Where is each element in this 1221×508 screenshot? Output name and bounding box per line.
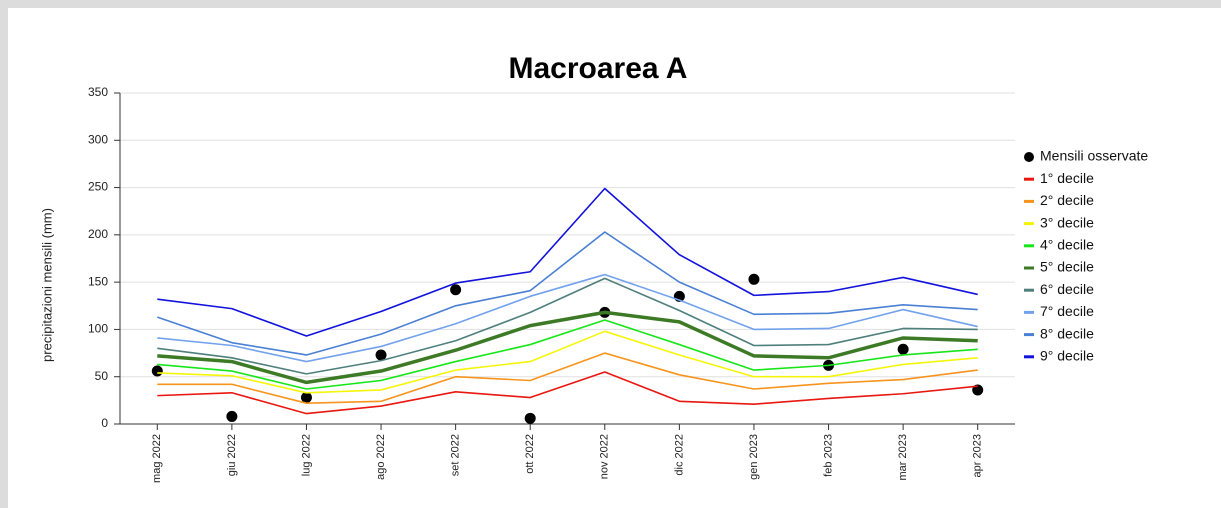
legend-label: 7° decile bbox=[1040, 303, 1094, 319]
legend-label: 6° decile bbox=[1040, 281, 1094, 297]
x-tick-label: gen 2023 bbox=[748, 434, 760, 480]
decile-line bbox=[157, 231, 978, 356]
y-tick-label: 100 bbox=[88, 322, 108, 336]
legend-label: 3° decile bbox=[1040, 214, 1094, 230]
x-tick-label: mag 2022 bbox=[151, 434, 163, 483]
legend-label: 2° decile bbox=[1040, 192, 1094, 208]
observed-point bbox=[151, 365, 163, 377]
x-tick-label: dic 2022 bbox=[673, 434, 685, 476]
y-tick-label: 250 bbox=[88, 180, 108, 194]
legend-label: 5° decile bbox=[1040, 259, 1094, 275]
observed-point bbox=[450, 284, 462, 296]
y-tick-label: 50 bbox=[95, 369, 109, 383]
legend-label: Mensili osservate bbox=[1040, 148, 1148, 164]
decile-line bbox=[157, 187, 978, 337]
x-tick-label: mar 2023 bbox=[897, 434, 909, 480]
y-tick-label: 300 bbox=[88, 132, 108, 146]
x-tick-label: set 2022 bbox=[450, 434, 462, 476]
x-tick-label: lug 2022 bbox=[300, 434, 312, 476]
x-tick-label: nov 2022 bbox=[599, 434, 611, 479]
legend-marker bbox=[1024, 152, 1034, 162]
decile-line bbox=[157, 319, 978, 390]
observed-point bbox=[897, 343, 909, 355]
observed-point bbox=[300, 392, 312, 404]
y-tick-label: 150 bbox=[88, 274, 108, 288]
observed-point bbox=[375, 349, 387, 361]
legend-label: 4° decile bbox=[1040, 237, 1094, 253]
x-tick-label: apr 2023 bbox=[972, 434, 984, 477]
decile-line bbox=[157, 330, 978, 394]
observed-point bbox=[226, 410, 238, 422]
decile-line bbox=[157, 371, 978, 415]
x-tick-label: feb 2023 bbox=[822, 434, 834, 477]
observed-point bbox=[524, 412, 536, 424]
y-tick-label: 350 bbox=[88, 85, 108, 99]
legend-label: 1° decile bbox=[1040, 170, 1094, 186]
y-tick-label: 200 bbox=[88, 227, 108, 241]
observed-point bbox=[748, 273, 760, 285]
decile-line bbox=[157, 310, 978, 385]
chart-title: Macroarea A bbox=[509, 52, 688, 85]
decile-line bbox=[157, 273, 978, 363]
x-tick-label: ott 2022 bbox=[524, 434, 536, 474]
legend-label: 9° decile bbox=[1040, 348, 1094, 364]
x-tick-label: ago 2022 bbox=[375, 434, 387, 480]
legend-label: 8° decile bbox=[1040, 325, 1094, 341]
x-tick-label: giu 2022 bbox=[226, 434, 238, 476]
decile-line bbox=[157, 277, 978, 375]
y-tick-label: 0 bbox=[101, 416, 108, 430]
y-axis-title: precipitazioni mensili (mm) bbox=[39, 208, 54, 362]
chart-frame bbox=[8, 8, 1221, 508]
decile-line bbox=[157, 352, 978, 404]
